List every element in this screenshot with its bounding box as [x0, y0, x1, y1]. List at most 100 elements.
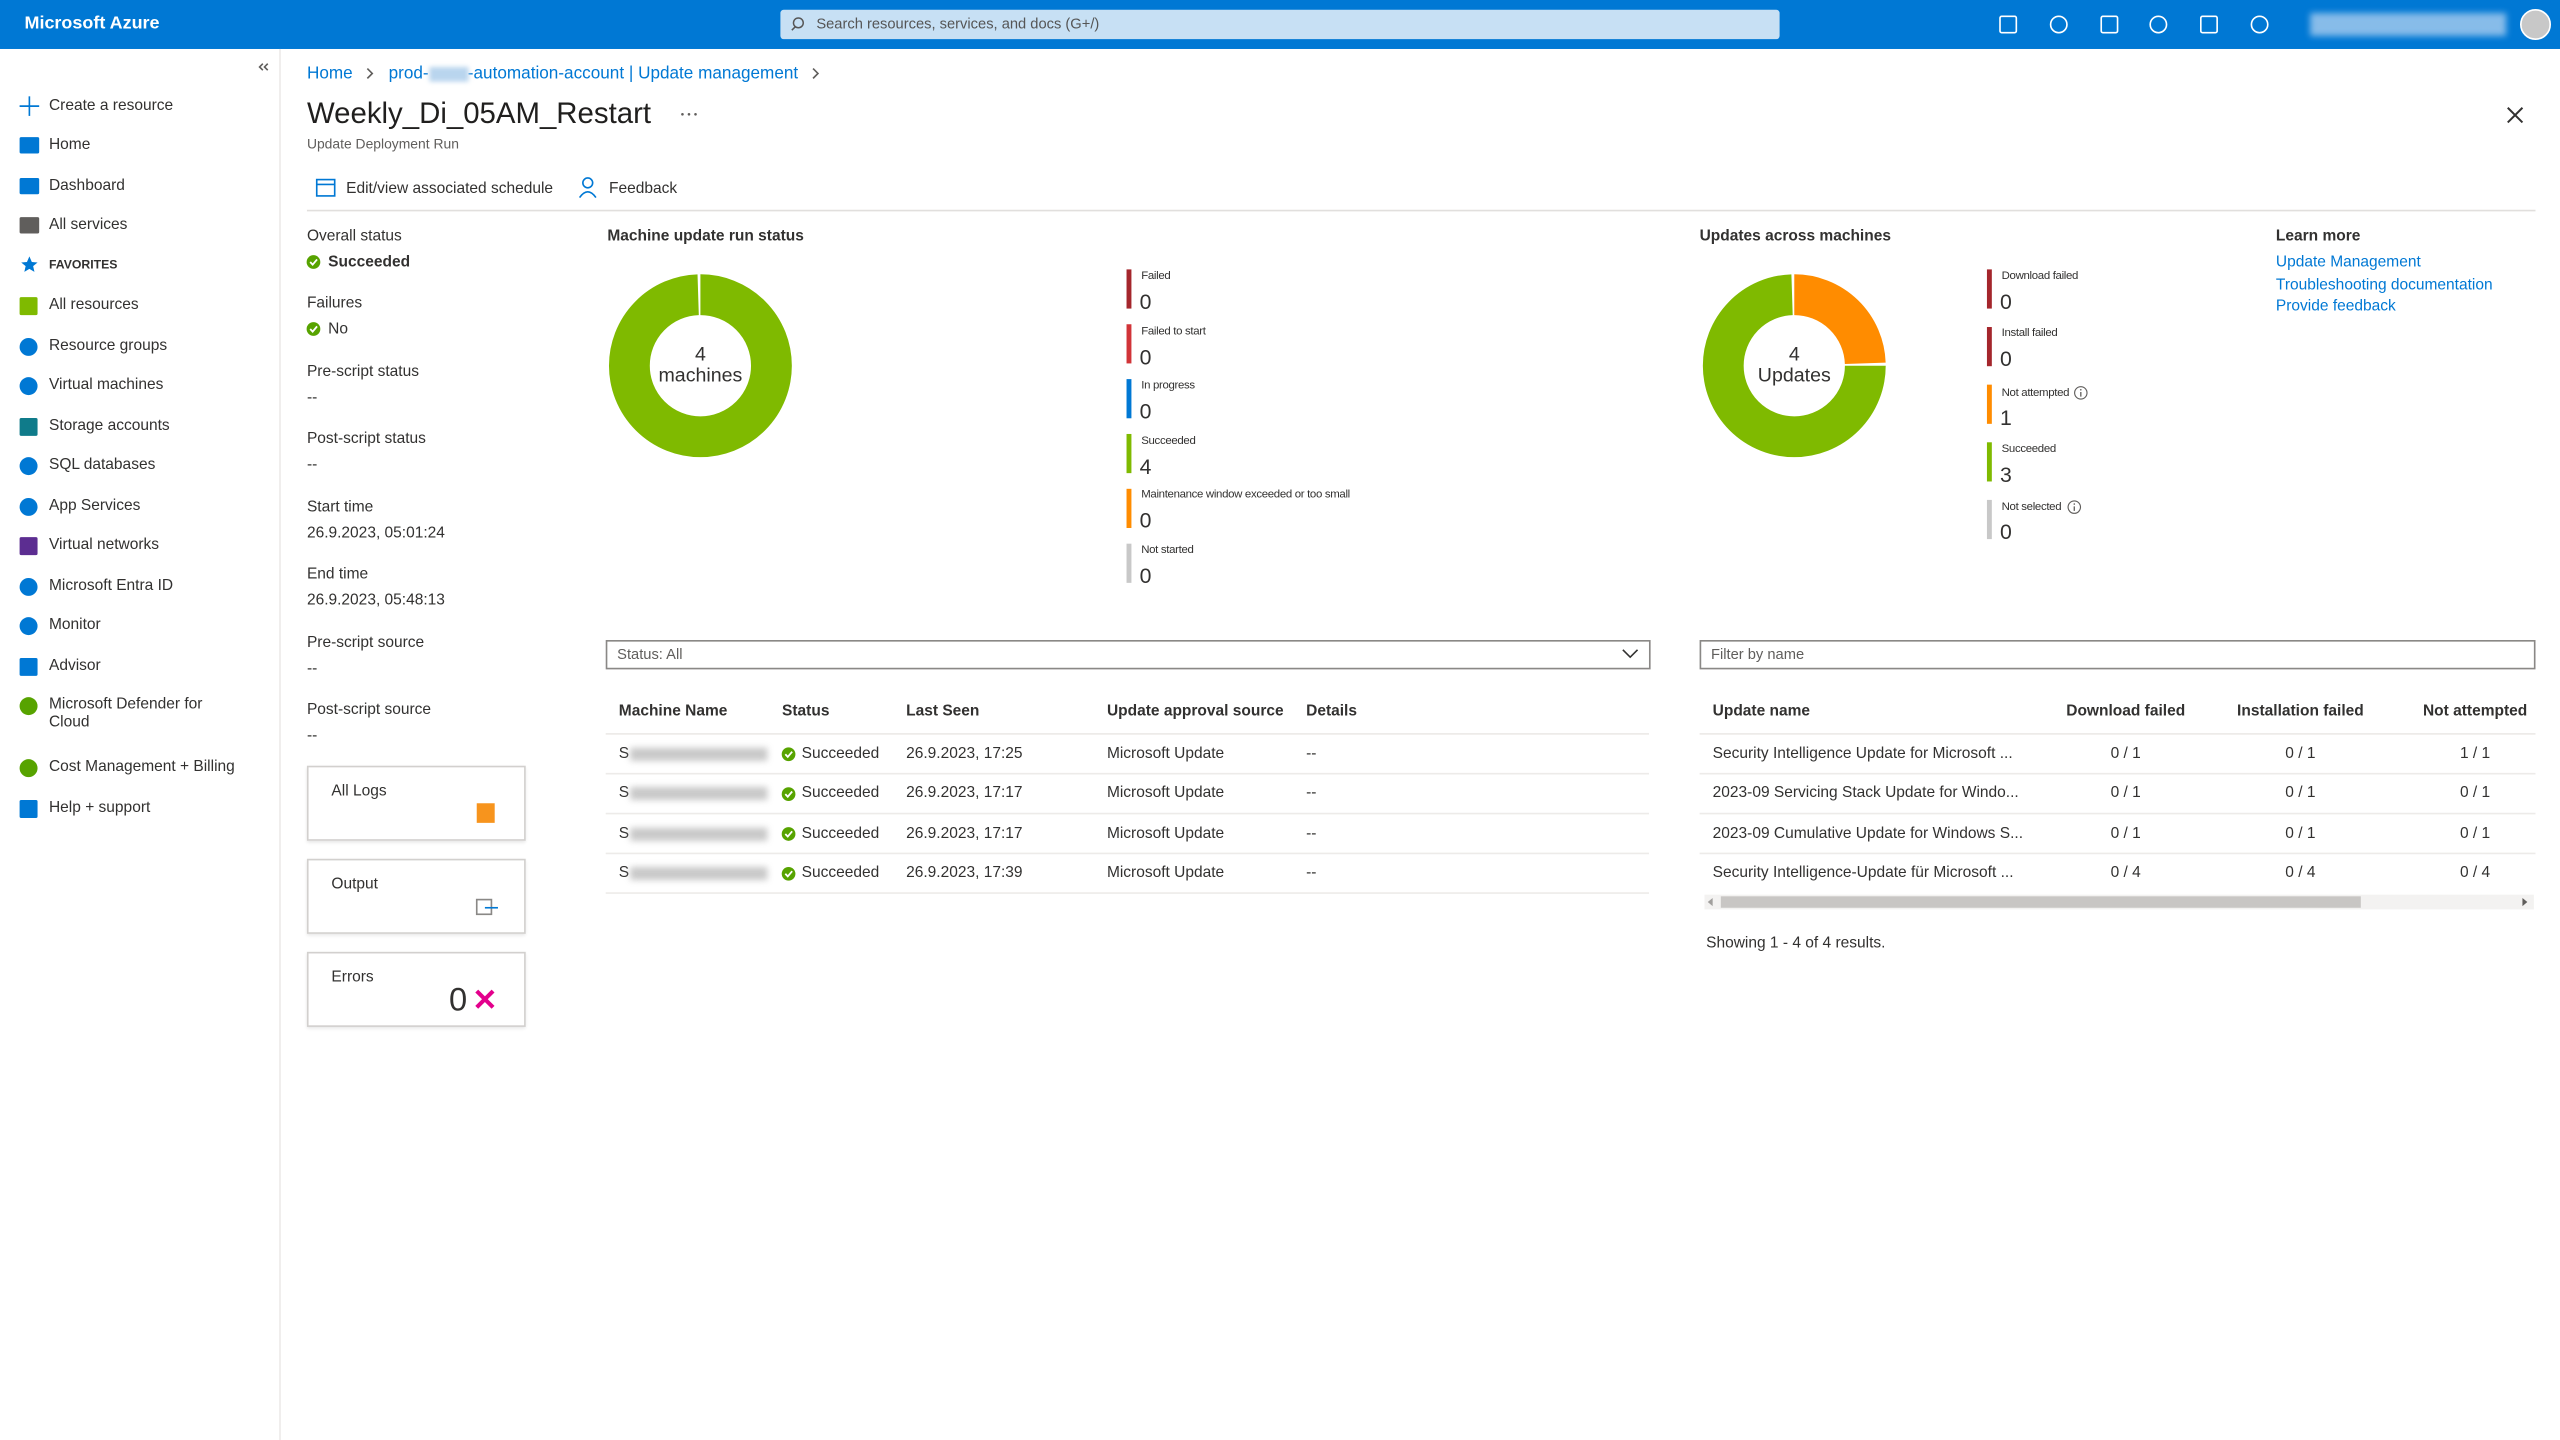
- legend-bar: [1126, 379, 1132, 419]
- cell: 2023-09 Servicing Stack Update for Windo…: [1712, 784, 2019, 803]
- scroll-arrow: [1707, 897, 1713, 907]
- section-title: Machine update run status: [607, 227, 804, 246]
- cell: S: [618, 744, 630, 763]
- column-header: Not attempted: [2422, 702, 2528, 721]
- column-header: Installation failed: [2237, 702, 2364, 721]
- page-subtitle: Update Deployment Run: [306, 135, 459, 152]
- legend-label: In progress: [1141, 380, 1195, 392]
- cell: Microsoft Update: [1106, 744, 1225, 763]
- toolbar-button[interactable]: Feedback: [608, 180, 678, 199]
- link[interactable]: Update Management: [2275, 253, 2421, 272]
- legend-value: 3: [1999, 462, 2012, 487]
- breadcrumb-link[interactable]: Home: [306, 63, 353, 84]
- page-title: Weekly_Di_05AM_Restart: [306, 96, 652, 130]
- nav-item[interactable]: Cost Management + Billing: [48, 758, 235, 777]
- legend-value: 1: [1999, 404, 2012, 430]
- legend-bar: [1126, 488, 1132, 528]
- nav-icon: [19, 137, 40, 154]
- redacted: [630, 867, 768, 881]
- status-icon: [784, 870, 793, 878]
- donut-total: 4: [694, 342, 706, 366]
- tile[interactable]: [306, 858, 526, 934]
- cell: 0 / 1: [2110, 784, 2141, 803]
- nav-item[interactable]: SQL databases: [48, 456, 156, 474]
- link[interactable]: Provide feedback: [2275, 297, 2396, 316]
- filter-placeholder: Filter by name: [1711, 645, 1805, 663]
- nav-icon: [19, 297, 38, 316]
- breadcrumb-link[interactable]: prod-: [388, 63, 429, 84]
- nav-item[interactable]: Virtual networks: [48, 536, 160, 554]
- toolbar-button[interactable]: Edit/view associated schedule: [346, 180, 554, 199]
- nav-item[interactable]: Resource groups: [48, 336, 168, 355]
- legend-label: Maintenance window exceeded or too small: [1141, 490, 1350, 502]
- detail-value: 26.9.2023, 05:48:13: [306, 591, 445, 610]
- legend-bar: [1986, 269, 1992, 309]
- cell: Succeeded: [801, 784, 880, 803]
- nav-item[interactable]: All services: [48, 216, 128, 234]
- legend-label: Failed: [1141, 270, 1171, 283]
- donut-segment: [1702, 274, 1886, 458]
- cell: Succeeded: [801, 744, 880, 763]
- cell: Security Intelligence-Update für Microso…: [1712, 864, 2014, 883]
- cell: --: [1306, 784, 1317, 803]
- toolbar-icon: [2149, 15, 2168, 34]
- more-icon: [681, 112, 684, 116]
- tile[interactable]: [306, 951, 526, 1027]
- tile[interactable]: [306, 765, 526, 841]
- nav-icon: [19, 497, 38, 516]
- nav-icon: [19, 577, 38, 596]
- cell: 0 / 1: [2285, 784, 2316, 803]
- cell: 26.9.2023, 17:25: [906, 744, 1023, 763]
- detail-label: Post-script source: [306, 700, 432, 719]
- nav-item[interactable]: Storage accounts: [48, 416, 170, 435]
- breadcrumb-link[interactable]: -automation-account | Update management: [467, 63, 799, 84]
- nav-item[interactable]: Monitor: [48, 616, 101, 634]
- detail-value: --: [306, 660, 318, 679]
- nav-item[interactable]: Microsoft Entra ID: [48, 576, 174, 595]
- legend-label: Succeeded: [2001, 443, 2057, 456]
- error-icon: [475, 989, 495, 1009]
- legend-bar: [1126, 324, 1132, 364]
- nav-item[interactable]: Home: [48, 136, 91, 154]
- info-icon[interactable]: [2074, 385, 2089, 400]
- cell: Microsoft Update: [1106, 864, 1225, 883]
- legend-value: 0: [1139, 508, 1152, 534]
- nav-item[interactable]: Help + support: [48, 798, 151, 817]
- tile-icon: [476, 803, 495, 823]
- name-filter[interactable]: [1699, 640, 2536, 670]
- toolbar-icon: [2049, 15, 2068, 34]
- search-placeholder[interactable]: Search resources, services, and docs (G+…: [816, 15, 1100, 33]
- nav-item[interactable]: Dashboard: [48, 176, 125, 195]
- search-box[interactable]: [780, 9, 1780, 40]
- legend-bar: [1126, 269, 1132, 309]
- nav-item[interactable]: Advisor: [48, 656, 101, 675]
- detail-label: Pre-script source: [306, 633, 425, 652]
- status-filter[interactable]: [605, 640, 1651, 670]
- link[interactable]: Troubleshooting documentation: [2275, 275, 2493, 294]
- status-icon: [781, 827, 796, 841]
- cell: 0 / 1: [2460, 824, 2491, 843]
- detail-label: Post-script status: [306, 429, 426, 448]
- detail-value: --: [306, 456, 318, 474]
- nav-icon: [19, 537, 38, 556]
- cell: 0 / 1: [2110, 744, 2141, 763]
- nav-item[interactable]: App Services: [48, 496, 141, 515]
- cell: S: [618, 784, 630, 803]
- nav-item[interactable]: Microsoft Defender for Cloud: [48, 695, 203, 733]
- tile-label: All Logs: [331, 782, 387, 801]
- donut-segment: [608, 274, 792, 458]
- detail-value: 26.9.2023, 05:01:24: [306, 524, 445, 543]
- detail-label: End time: [306, 565, 369, 584]
- legend-bar: [1986, 442, 1992, 482]
- nav-item[interactable]: Virtual machines: [48, 376, 164, 394]
- nav-item[interactable]: All resources: [48, 296, 139, 314]
- legend-bar: [1126, 543, 1132, 583]
- donut-total: 4: [1788, 342, 1800, 366]
- brand[interactable]: Microsoft Azure: [24, 13, 160, 34]
- info-icon[interactable]: [2066, 500, 2081, 515]
- error-count: 0: [448, 982, 468, 1019]
- status-icon: [781, 747, 796, 762]
- legend-label: Not attempted: [2002, 385, 2089, 401]
- nav-item[interactable]: Create a resource: [48, 96, 174, 115]
